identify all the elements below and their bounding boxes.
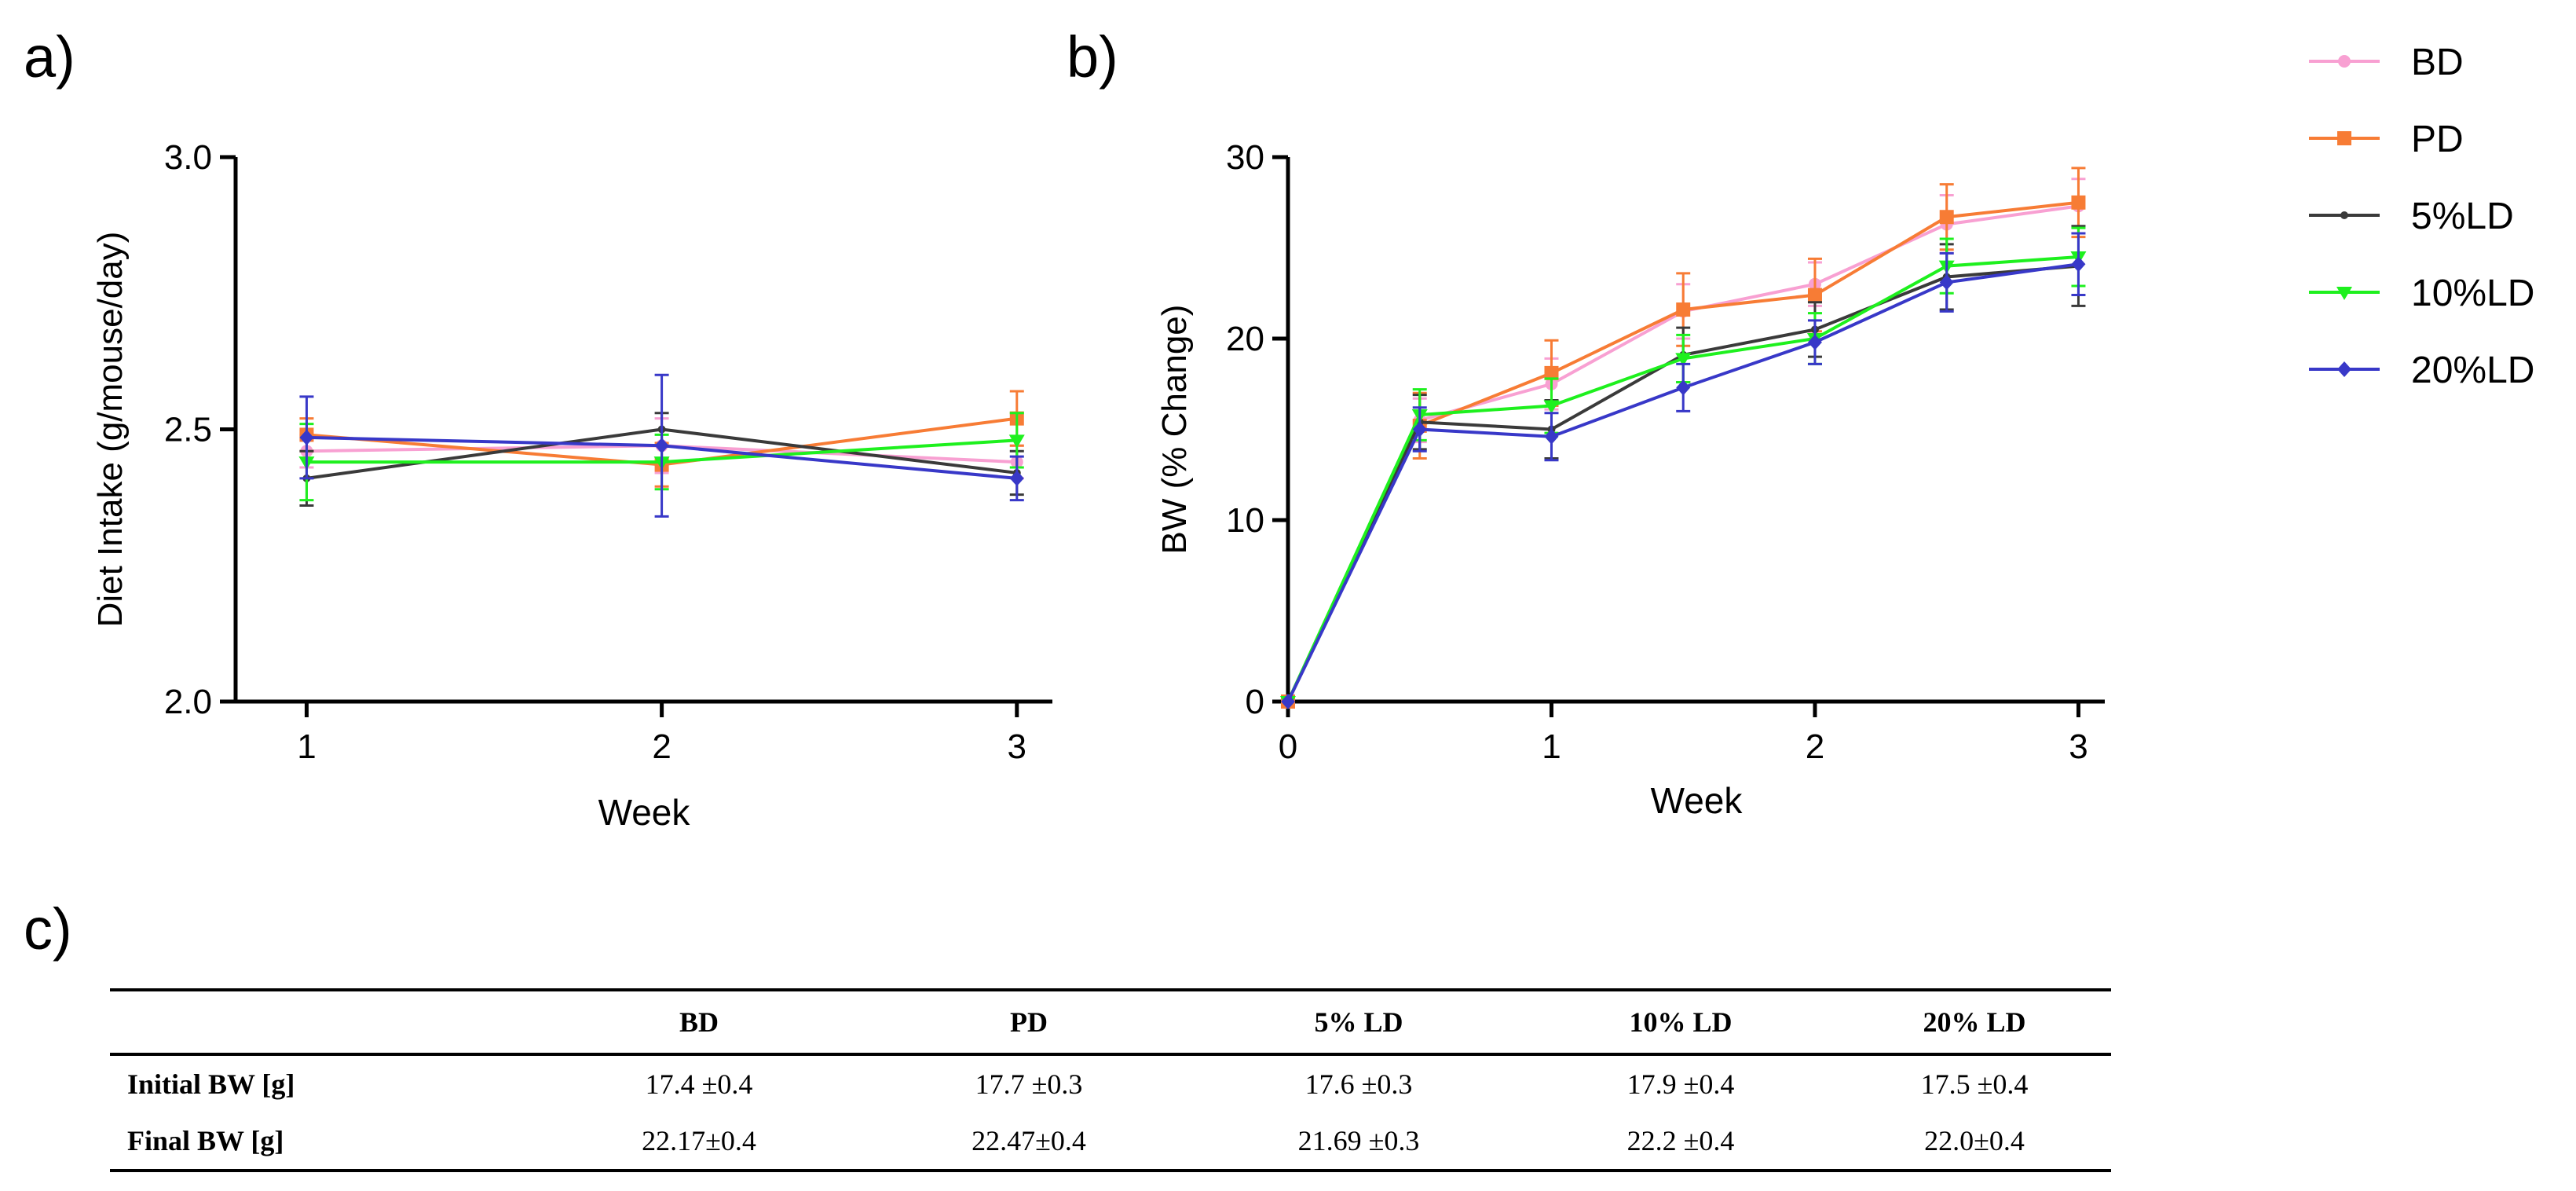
data-point [1675, 353, 1692, 367]
table-header-5ld: 5% LD [1194, 988, 1524, 1056]
legend-label: 10%LD [2411, 273, 2534, 314]
figure-charts: 2.0 2.5 3.0 1 2 3 Week Diet Intake (g/mouse/day… [91, 42, 2534, 833]
table-cell: 17.7 ±0.3 [975, 1068, 1083, 1100]
legend-marker [2337, 131, 2351, 145]
data-point [1412, 421, 1427, 438]
table-header-20ld: 20% LD [1838, 988, 2111, 1056]
table-cell: 17.4 ±0.4 [645, 1068, 753, 1100]
table-cell-label: Final BW [g] [110, 1112, 534, 1172]
table-cell: 17.6 ±0.3 [1304, 1068, 1413, 1100]
series-5pctld [1284, 225, 2086, 705]
data-point [1009, 470, 1024, 486]
data-point [2071, 256, 2086, 273]
chart-panel-a: 2.0 2.5 3.0 1 2 3 Week Diet Intake (g/mouse/day… [91, 138, 1052, 833]
series-bd [1282, 178, 2086, 708]
y-axis-label: BW (% Change) [1155, 305, 1194, 555]
table-header-row: BD PD 5% LD 10% LD 20% LD [110, 988, 2111, 1056]
legend-label: 5%LD [2411, 196, 2514, 237]
series-20pctld [1281, 232, 2086, 709]
legend-label: BD [2411, 42, 2464, 83]
table-cell: 17.5 ±0.4 [1920, 1068, 2029, 1100]
legend-item-10pctld: 10%LD [2309, 273, 2534, 314]
panel-label-a: a) [24, 24, 75, 90]
data-point [1807, 334, 1822, 350]
series-pd [1281, 167, 2086, 709]
legend-marker [2340, 211, 2348, 219]
table-header-bd: BD [534, 988, 864, 1056]
table-cell: 21.69 ±0.3 [1194, 1112, 1524, 1172]
y-tick-label: 20 [1226, 320, 1264, 358]
data-point [654, 438, 669, 454]
x-axis-label: Week [598, 792, 691, 833]
table-cell: 22.17±0.4 [534, 1112, 864, 1172]
legend-item-bd: BD [2309, 42, 2464, 83]
legend-marker [2336, 287, 2352, 300]
data-point [1807, 288, 1822, 302]
legend-item-5pctld: 5%LD [2309, 196, 2514, 237]
legend-label: 20%LD [2411, 350, 2534, 391]
data-point [2071, 195, 2086, 210]
legend-marker [2337, 361, 2351, 377]
y-axis-label: Diet Intake (g/mouse/day) [91, 232, 130, 628]
y-tick-label: 2.5 [164, 411, 212, 449]
series-20pctld [299, 373, 1024, 518]
table-cell-label: Initial BW [g] [127, 1068, 295, 1100]
legend-item-pd: PD [2309, 119, 2464, 160]
y-tick-label: 2.0 [164, 683, 212, 721]
x-tick-label: 0 [1279, 727, 1297, 766]
x-tick-label: 3 [2069, 727, 2088, 766]
table-cell: 17.9 ±0.4 [1626, 1068, 1735, 1100]
data-point [1939, 210, 1954, 225]
table-header-10ld: 10% LD [1524, 988, 1838, 1056]
data-point [1676, 302, 1691, 317]
data-point [1281, 694, 1295, 709]
x-tick-label: 2 [1806, 727, 1824, 766]
legend-marker [2338, 55, 2351, 68]
panel-label-c: c) [24, 896, 72, 962]
x-tick-label: 1 [1542, 727, 1561, 766]
table-row: Initial BW [g] 17.4 ±0.4 17.7 ±0.3 17.6 … [110, 1054, 2111, 1112]
data-point [1676, 379, 1691, 396]
legend: BD PD 5%LD 10%LD 20%LD [2309, 42, 2534, 391]
y-tick-label: 30 [1226, 138, 1264, 177]
x-axis-label: Week [1651, 780, 1744, 821]
panel-label-b: b) [1067, 24, 1118, 90]
y-tick-label: 3.0 [164, 138, 212, 177]
table-cell: 22.47±0.4 [864, 1112, 1194, 1172]
x-tick-label: 3 [1008, 727, 1026, 766]
table-cell: 22.2 ±0.4 [1524, 1112, 1838, 1172]
data-point [1008, 434, 1025, 449]
y-tick-label: 10 [1226, 501, 1264, 540]
table-header-corner [110, 988, 534, 1056]
x-tick-label: 2 [652, 727, 671, 766]
data-point [1543, 400, 1560, 414]
chart-panel-b: 0 10 20 30 0 1 2 3 Week BW (% Change) [1155, 138, 2105, 821]
table-header-pd: PD [864, 988, 1194, 1056]
data-point [1544, 365, 1559, 380]
y-tick-label: 0 [1246, 683, 1264, 721]
x-tick-label: 1 [297, 727, 316, 766]
bw-table: BD PD 5% LD 10% LD 20% LD Initial BW [g]… [110, 988, 2111, 1172]
legend-label: PD [2411, 119, 2464, 160]
legend-item-20pctld: 20%LD [2309, 350, 2534, 391]
data-point [1939, 274, 1954, 291]
data-point [299, 429, 314, 445]
data-point [1544, 428, 1559, 445]
table-row: Final BW [g] 22.17±0.4 22.47±0.4 21.69 ±… [110, 1112, 2111, 1172]
table-cell: 22.0±0.4 [1838, 1112, 2111, 1172]
